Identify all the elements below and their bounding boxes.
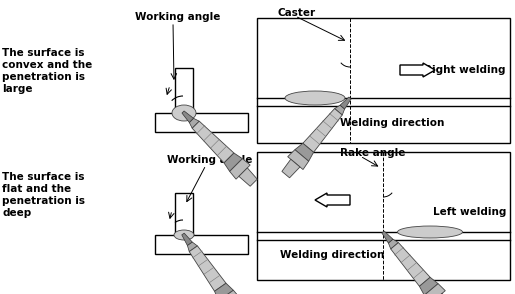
Polygon shape [219,290,240,294]
Polygon shape [239,168,258,186]
Polygon shape [335,105,345,115]
Polygon shape [424,284,445,294]
Bar [175,68,193,113]
Bar [257,18,510,143]
Polygon shape [303,108,342,152]
Text: Right welding: Right welding [424,65,506,75]
Text: Welding direction: Welding direction [280,250,384,260]
Polygon shape [288,150,308,170]
Polygon shape [230,159,250,179]
Ellipse shape [398,226,462,238]
Text: The surface is
convex and the
penetration is
large: The surface is convex and the penetratio… [2,48,92,94]
Polygon shape [391,243,430,286]
Bar [155,113,248,132]
Text: Working angle: Working angle [135,12,221,22]
Bar [257,152,510,280]
Polygon shape [419,277,438,294]
Polygon shape [182,111,194,123]
Polygon shape [295,143,314,161]
Text: Rake angle: Rake angle [340,148,405,158]
Polygon shape [192,121,234,163]
Polygon shape [189,246,226,291]
Polygon shape [187,242,197,252]
FancyArrow shape [400,63,435,77]
Polygon shape [215,283,233,294]
Ellipse shape [285,91,345,105]
Text: Welding direction: Welding direction [340,118,444,128]
Ellipse shape [172,105,196,121]
Polygon shape [224,153,243,171]
Text: Working angle: Working angle [167,155,253,165]
Polygon shape [182,233,192,245]
Text: Caster: Caster [278,8,316,18]
Bar [175,193,193,235]
Polygon shape [340,97,351,109]
Text: Left welding: Left welding [433,207,506,217]
Ellipse shape [174,230,194,240]
Bar [155,235,248,254]
Polygon shape [190,118,199,128]
Text: The surface is
flat and the
penetration is
deep: The surface is flat and the penetration … [2,172,85,218]
Polygon shape [433,293,451,294]
FancyArrow shape [315,193,350,207]
Polygon shape [388,239,399,249]
Polygon shape [282,159,300,178]
Polygon shape [382,231,393,243]
